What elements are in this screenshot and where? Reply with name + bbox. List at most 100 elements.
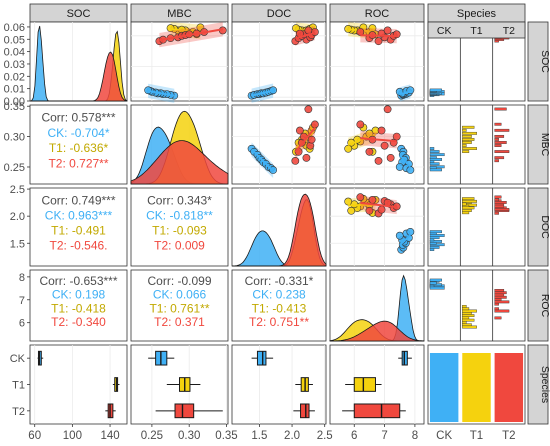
scatter-point <box>166 24 175 33</box>
x-tick-label: 60 <box>28 430 41 442</box>
histogram-bar <box>494 156 505 160</box>
histogram-bar <box>494 289 505 292</box>
corr-t2: T2: 0.371 <box>154 315 205 329</box>
histogram-bar <box>429 162 440 166</box>
histogram-bar <box>462 131 477 135</box>
y-tick-label: 0.03 <box>4 59 25 71</box>
trend-line <box>147 89 175 97</box>
y-tick-label: 8 <box>19 272 25 284</box>
x-tick-label: T2 <box>502 430 515 442</box>
strip-right-label: MBC <box>539 133 550 157</box>
histogram-bar <box>494 128 510 132</box>
x-tick-label: 140 <box>100 430 119 442</box>
strip-right-doc <box>527 187 549 267</box>
species-bar-t1 <box>462 353 491 422</box>
strip-right-label: DOC <box>539 215 550 239</box>
box-t2 <box>353 403 401 419</box>
x-tick-label: 8 <box>412 430 418 442</box>
corr-overall: Corr: 0.343* <box>147 194 212 208</box>
scatter-point <box>406 166 415 174</box>
strip-right-mbc <box>527 104 549 185</box>
y-tick-label: 2.0 <box>10 211 25 223</box>
panel-2-5 <box>427 104 526 185</box>
x-tick-label: 0.25 <box>141 430 163 442</box>
x-tick-label: 100 <box>63 430 82 442</box>
panel-4-2 <box>130 269 229 342</box>
histogram-bar <box>462 311 472 315</box>
histogram-bar <box>429 147 435 150</box>
box-t2 <box>174 403 195 419</box>
histogram-bar <box>494 141 507 144</box>
x-tick-label: 2.5 <box>317 430 333 442</box>
histogram-bar <box>462 141 472 144</box>
y-tick-label: 6 <box>19 318 25 330</box>
histogram-bar <box>462 323 472 327</box>
y-tick-label: 1.5 <box>10 238 25 250</box>
trend-line <box>399 90 411 96</box>
scatter-point <box>304 105 313 114</box>
histogram-bar <box>494 204 505 208</box>
trend-line <box>360 34 397 38</box>
corr-t2: T2: 0.751** <box>249 315 309 329</box>
trend-line <box>251 89 274 97</box>
corr-t1: T1: -0.491 <box>51 224 106 238</box>
corr-ck: CK: 0.238 <box>252 288 306 302</box>
corr-overall: Corr: -0.099 <box>147 274 211 288</box>
histogram-bar <box>429 168 443 172</box>
scatter-point <box>302 153 311 162</box>
x-tick-label: 0.30 <box>178 430 200 442</box>
corr-ck: CK: -0.704* <box>47 126 109 140</box>
scatter-point <box>347 206 356 215</box>
scatter-point <box>295 126 304 135</box>
y-tick-label: 2.5 <box>10 184 25 196</box>
trend-line <box>399 234 412 246</box>
trend-line <box>295 32 316 40</box>
corr-ck: CK: 0.963*** <box>45 209 113 223</box>
corr-t2: T2: -0.340 <box>51 315 106 329</box>
histogram-bar <box>494 159 499 163</box>
histogram-bar <box>462 309 477 313</box>
histogram-bar <box>494 138 499 141</box>
scatter-point <box>380 141 389 150</box>
histogram-bar <box>494 316 502 320</box>
y-tick-label: 0.00 <box>4 96 25 108</box>
scatter-point <box>356 193 365 202</box>
trend-line <box>159 28 223 42</box>
strip-right-label: Species <box>539 366 550 403</box>
y-tick-label: 0.25 <box>4 162 25 174</box>
species-subheader <box>427 21 526 39</box>
species-bar-ck <box>429 353 459 422</box>
strip-right-roc <box>527 269 549 342</box>
box-ck <box>256 350 267 366</box>
strip-top-label: ROC <box>365 8 390 20</box>
scatter-point <box>406 227 415 236</box>
corr-t2: T2: 0.009 <box>154 239 205 253</box>
histogram-bar <box>462 197 475 201</box>
density-mbc <box>130 140 229 185</box>
y-tick-label: 0.05 <box>4 34 25 46</box>
strip-right-species <box>527 344 549 425</box>
scatter-point <box>365 206 374 215</box>
scatter-point <box>307 135 316 144</box>
strip-right-label: SOC <box>539 50 550 73</box>
scatter-point <box>344 144 353 153</box>
strip-top-label: MBC <box>167 8 192 20</box>
y-tick-label: 0.02 <box>4 71 25 83</box>
histogram-bar <box>494 198 499 202</box>
histogram-bar <box>462 199 477 203</box>
x-tick-label: 7 <box>381 430 387 442</box>
histogram-bar <box>462 125 475 129</box>
corr-ck: CK: 0.198 <box>52 288 106 302</box>
corr-overall: Corr: 0.749*** <box>41 194 115 208</box>
scatter-point <box>374 37 383 46</box>
x-tick-label: T1 <box>470 430 483 442</box>
histogram-bar <box>462 144 467 147</box>
y-tick-label: T2 <box>12 406 25 418</box>
panel-4-5 <box>427 269 526 342</box>
trend-line <box>250 148 274 172</box>
x-tick-label: 0.35 <box>215 430 237 442</box>
box-t1 <box>353 377 376 392</box>
corr-overall: Corr: -0.331* <box>245 274 314 288</box>
y-tick-label: 0.35 <box>4 101 25 113</box>
